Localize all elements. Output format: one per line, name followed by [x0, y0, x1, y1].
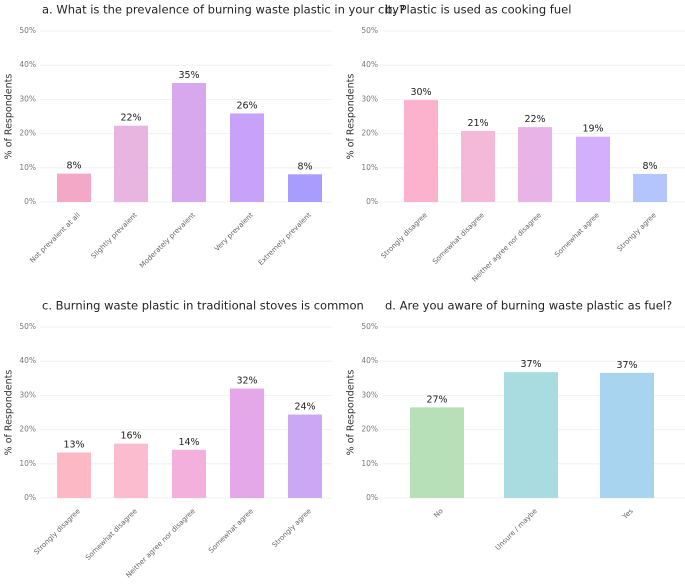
bar: [57, 173, 91, 202]
y-tick-label: 40%: [19, 356, 36, 365]
y-tick-label: 50%: [361, 26, 378, 35]
data-label: 19%: [582, 124, 603, 135]
x-tick-label: Moderately prevalent: [138, 211, 197, 270]
bar: [114, 125, 148, 202]
x-tick-label: No: [432, 507, 444, 519]
y-axis-label: % of Respondents: [4, 370, 15, 456]
bar: [288, 174, 322, 202]
bar: [172, 449, 206, 498]
x-tick-label: Slightly prevalent: [90, 211, 139, 260]
y-axis-label: % of Respondents: [346, 370, 357, 456]
bar: [518, 127, 552, 202]
data-label: 26%: [236, 100, 257, 111]
y-tick-label: 30%: [361, 94, 378, 103]
y-tick-label: 10%: [19, 459, 36, 468]
x-tick-label: Extremely prevalent: [257, 211, 313, 267]
bar: [114, 443, 148, 498]
data-label: 32%: [236, 376, 257, 387]
chart-panel-b: b. Plastic is used as cooking fuel 0% 10% 2…: [346, 3, 685, 283]
x-tick-label: Somewhat disagree: [84, 507, 139, 562]
bar: [230, 388, 264, 498]
x-tick-label: Very prevalent: [213, 211, 255, 253]
x-tick-label: Somewhat disagree: [431, 211, 486, 266]
bar: [504, 372, 558, 498]
data-label: 22%: [524, 114, 545, 125]
data-label: 8%: [66, 161, 81, 172]
data-label: 37%: [520, 359, 541, 370]
x-tick-label: Strongly agree: [271, 507, 313, 549]
x-tick-label: Strongly disagree: [380, 211, 429, 260]
data-label: 30%: [410, 87, 431, 98]
chart-title: d. Are you aware of burning waste plasti…: [385, 299, 672, 313]
chart-panel-c: c. Burning waste plastic in traditional …: [4, 299, 364, 580]
y-tick-label: 10%: [361, 459, 378, 468]
bar: [410, 407, 464, 498]
data-label: 27%: [426, 394, 447, 405]
data-label: 14%: [178, 437, 199, 448]
y-tick-label: 0%: [366, 197, 378, 206]
y-tick-label: 30%: [361, 390, 378, 399]
x-tick-label: Neither agree nor disagree: [470, 211, 542, 283]
data-label: 21%: [467, 118, 488, 129]
bar: [600, 372, 654, 498]
x-tick-label: Unsure / maybe: [494, 507, 539, 552]
y-axis-label: % of Respondents: [4, 74, 15, 160]
y-tick-label: 10%: [19, 163, 36, 172]
data-label: 35%: [178, 70, 199, 81]
y-tick-label: 50%: [361, 322, 378, 331]
bar: [461, 130, 495, 202]
x-tick-label: Somewhat agree: [207, 507, 255, 555]
bar: [230, 113, 264, 202]
chart-title: c. Burning waste plastic in traditional …: [42, 299, 364, 313]
x-tick-label: Strongly disagree: [33, 507, 82, 556]
data-label: 8%: [297, 161, 312, 172]
y-tick-label: 50%: [19, 26, 36, 35]
y-tick-label: 20%: [361, 425, 378, 434]
data-label: 13%: [63, 440, 84, 451]
bar: [288, 414, 322, 498]
bar: [404, 100, 438, 202]
y-tick-label: 40%: [19, 60, 36, 69]
bar: [633, 173, 667, 202]
x-tick-label: Somewhat agree: [553, 211, 601, 259]
y-tick-label: 0%: [24, 197, 36, 206]
y-tick-label: 40%: [361, 60, 378, 69]
bar: [57, 452, 91, 498]
x-tick-label: Yes: [620, 507, 635, 522]
data-label: 22%: [120, 113, 141, 124]
bar: [576, 136, 610, 202]
y-axis-label: % of Respondents: [346, 74, 357, 160]
y-tick-label: 0%: [24, 493, 36, 502]
data-label: 37%: [616, 360, 637, 371]
y-tick-label: 0%: [366, 493, 378, 502]
y-tick-label: 20%: [19, 425, 36, 434]
x-tick-label: Strongly agree: [616, 211, 658, 253]
bar: [172, 82, 206, 202]
y-tick-label: 30%: [19, 390, 36, 399]
y-tick-label: 50%: [19, 322, 36, 331]
data-label: 24%: [294, 402, 315, 413]
y-tick-label: 20%: [19, 129, 36, 138]
x-tick-label: Not prevalent at all: [28, 211, 81, 264]
y-tick-label: 10%: [361, 163, 378, 172]
x-tick-label: Neither agree nor disagree: [124, 507, 196, 579]
y-tick-label: 20%: [361, 129, 378, 138]
y-tick-label: 40%: [361, 356, 378, 365]
chart-panel-d: d. Are you aware of burning waste plasti…: [346, 299, 685, 552]
y-tick-label: 30%: [19, 94, 36, 103]
chart-title: b. Plastic is used as cooking fuel: [385, 3, 571, 17]
data-label: 8%: [642, 161, 657, 172]
data-label: 16%: [120, 431, 141, 442]
chart-title: a. What is the prevalence of burning was…: [42, 3, 405, 17]
